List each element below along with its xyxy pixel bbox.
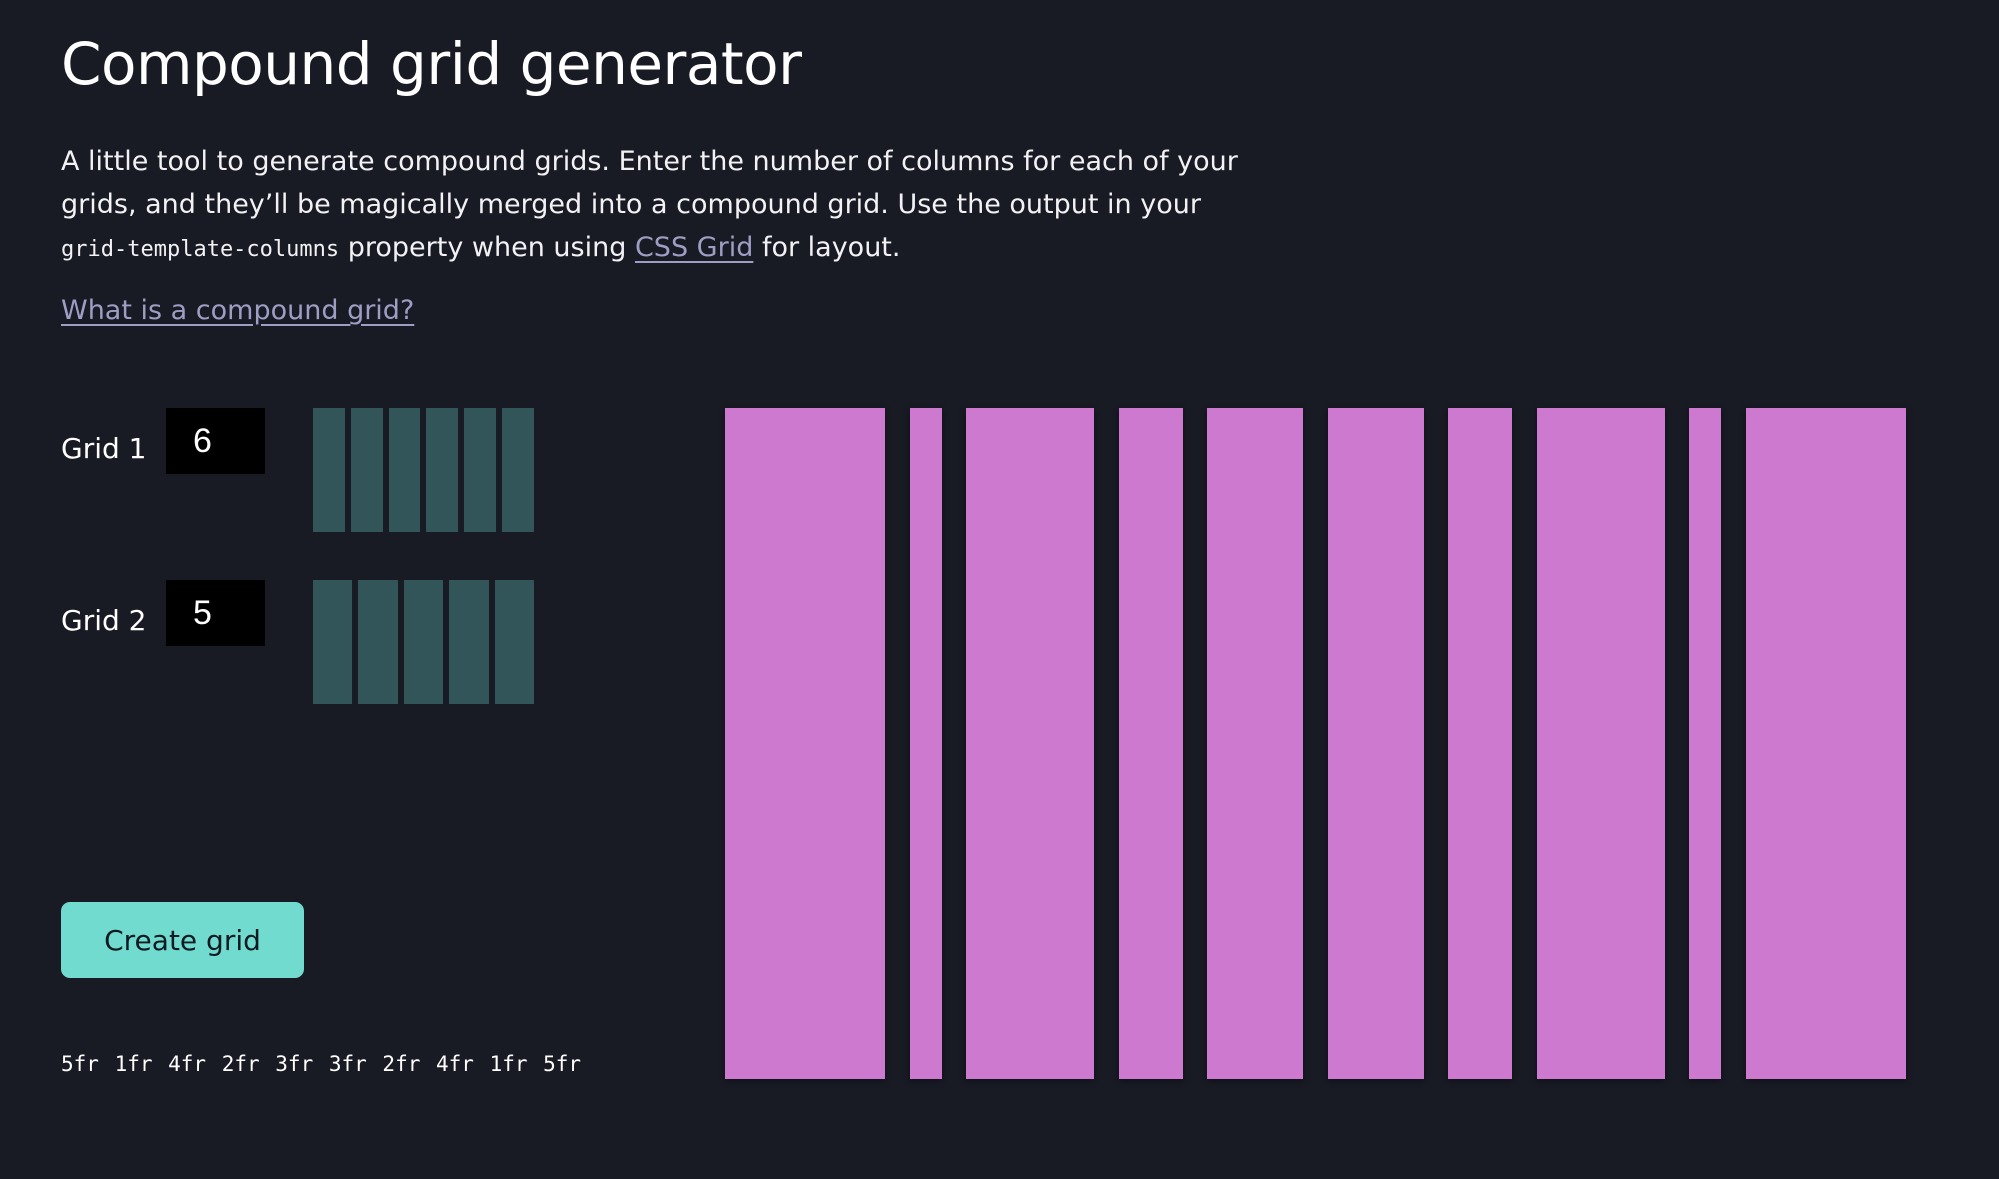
grid-1-row: Grid 1 xyxy=(61,408,581,532)
grid-2-preview-column xyxy=(358,580,398,704)
grid-2-preview xyxy=(313,580,535,704)
compound-grid-column xyxy=(1448,408,1513,1079)
compound-grid-column xyxy=(725,408,885,1079)
grid-1-preview xyxy=(313,408,534,532)
grid-2-preview-column xyxy=(449,580,489,704)
grid-2-preview-column xyxy=(403,580,444,704)
compound-grid-column xyxy=(1536,408,1665,1079)
grid-1-input[interactable] xyxy=(166,408,265,474)
grid-2-row: Grid 2 xyxy=(61,580,581,704)
compound-grid-column xyxy=(1327,408,1424,1079)
compound-grid-preview xyxy=(725,408,1906,1079)
css-grid-link[interactable]: CSS Grid xyxy=(634,232,754,263)
grid-template-output: 5fr 1fr 4fr 2fr 3fr 3fr 2fr 4fr 1fr 5fr xyxy=(61,1052,582,1076)
compound-grid-column xyxy=(1207,408,1304,1079)
compound-grid-column xyxy=(1746,408,1906,1079)
compound-grid-column xyxy=(1118,408,1183,1079)
grid-1-preview-column xyxy=(313,408,345,532)
intro-text-2: property when using xyxy=(347,232,627,263)
grid-2-input[interactable] xyxy=(166,580,265,646)
compound-grid-column xyxy=(966,408,1095,1079)
page-title: Compound grid generator xyxy=(61,30,802,98)
grid-1-preview-column xyxy=(464,408,497,532)
compound-grid-column xyxy=(909,408,942,1079)
intro-paragraph: A little tool to generate compound grids… xyxy=(61,140,1261,271)
intro-code: grid-template-columns xyxy=(61,237,340,262)
intro-text-3: for layout. xyxy=(761,232,901,263)
intro-text-1: A little tool to generate compound grids… xyxy=(61,146,1238,220)
grid-2-preview-column xyxy=(313,580,353,704)
grid-2-preview-column xyxy=(494,580,535,704)
compound-grid-column xyxy=(1689,408,1722,1079)
grid-2-label: Grid 2 xyxy=(61,604,147,637)
what-is-compound-grid-link[interactable]: What is a compound grid? xyxy=(61,295,415,326)
grid-1-preview-column xyxy=(350,408,383,532)
grid-1-preview-column xyxy=(502,408,534,532)
grid-1-preview-column xyxy=(426,408,459,532)
grid-1-preview-column xyxy=(388,408,421,532)
grid-1-label: Grid 1 xyxy=(61,432,147,465)
create-grid-button[interactable]: Create grid xyxy=(61,902,304,978)
